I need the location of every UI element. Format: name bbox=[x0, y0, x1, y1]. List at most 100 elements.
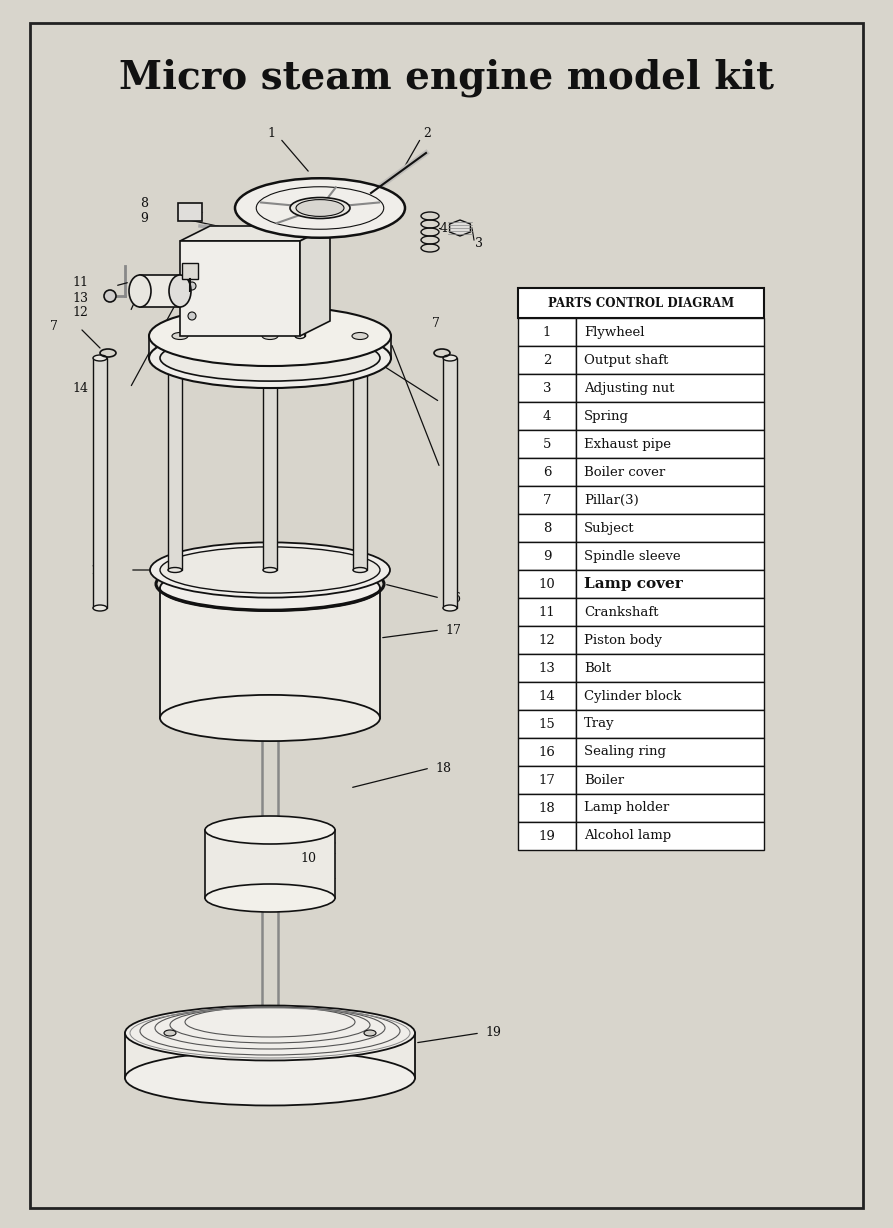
Polygon shape bbox=[300, 226, 330, 336]
Ellipse shape bbox=[295, 303, 305, 308]
Ellipse shape bbox=[93, 605, 107, 612]
Text: Pillar(3): Pillar(3) bbox=[584, 494, 638, 506]
Text: 15: 15 bbox=[90, 564, 106, 576]
Text: 14: 14 bbox=[72, 382, 88, 394]
Bar bbox=[518, 822, 576, 850]
Text: 19: 19 bbox=[538, 829, 555, 842]
Text: 2: 2 bbox=[543, 354, 551, 366]
Text: 15: 15 bbox=[538, 717, 555, 731]
Ellipse shape bbox=[188, 282, 196, 290]
Bar bbox=[576, 346, 764, 375]
Text: Bolt: Bolt bbox=[584, 662, 611, 674]
Text: 3: 3 bbox=[475, 237, 483, 249]
Ellipse shape bbox=[172, 333, 188, 339]
Ellipse shape bbox=[149, 328, 391, 388]
Text: 10: 10 bbox=[300, 851, 316, 865]
Ellipse shape bbox=[164, 1030, 176, 1036]
Text: 13: 13 bbox=[72, 291, 88, 305]
Bar bbox=[295, 306, 305, 336]
Ellipse shape bbox=[168, 567, 182, 572]
Bar bbox=[576, 458, 764, 486]
Bar bbox=[518, 766, 576, 795]
Ellipse shape bbox=[169, 275, 191, 307]
Text: 5: 5 bbox=[445, 395, 453, 409]
Bar bbox=[263, 359, 277, 570]
Ellipse shape bbox=[443, 355, 457, 361]
Bar bbox=[518, 682, 576, 710]
Text: Piston body: Piston body bbox=[584, 634, 662, 646]
Ellipse shape bbox=[205, 884, 335, 912]
Bar bbox=[518, 346, 576, 375]
Text: 1: 1 bbox=[543, 325, 551, 339]
Ellipse shape bbox=[93, 355, 107, 361]
Text: PARTS CONTROL DIAGRAM: PARTS CONTROL DIAGRAM bbox=[548, 296, 734, 309]
Text: 12: 12 bbox=[72, 306, 88, 318]
Text: 7: 7 bbox=[543, 494, 551, 506]
Text: Crankshaft: Crankshaft bbox=[584, 605, 658, 619]
Text: Sealing ring: Sealing ring bbox=[584, 745, 666, 759]
Bar bbox=[576, 570, 764, 598]
Text: Subject: Subject bbox=[584, 522, 635, 534]
Text: 5: 5 bbox=[543, 437, 551, 451]
Text: Cylinder block: Cylinder block bbox=[584, 689, 681, 702]
Bar bbox=[576, 515, 764, 542]
Text: Lamp cover: Lamp cover bbox=[584, 577, 683, 591]
Polygon shape bbox=[125, 1033, 415, 1078]
Text: 6: 6 bbox=[445, 462, 453, 474]
Text: 14: 14 bbox=[538, 689, 555, 702]
Bar bbox=[353, 359, 367, 570]
Ellipse shape bbox=[353, 567, 367, 572]
Text: 11: 11 bbox=[72, 275, 88, 289]
Bar bbox=[576, 402, 764, 430]
Text: 8: 8 bbox=[543, 522, 551, 534]
Bar bbox=[518, 542, 576, 570]
Polygon shape bbox=[149, 336, 391, 359]
Text: 17: 17 bbox=[538, 774, 555, 786]
Ellipse shape bbox=[160, 565, 380, 612]
Ellipse shape bbox=[364, 1030, 376, 1036]
Bar bbox=[576, 822, 764, 850]
Text: Output shaft: Output shaft bbox=[584, 354, 668, 366]
Ellipse shape bbox=[263, 567, 277, 572]
Bar bbox=[576, 598, 764, 626]
Bar bbox=[576, 542, 764, 570]
Text: 16: 16 bbox=[445, 592, 461, 604]
Text: 12: 12 bbox=[538, 634, 555, 646]
Bar bbox=[576, 655, 764, 682]
Text: 9: 9 bbox=[543, 549, 551, 562]
Ellipse shape bbox=[149, 306, 391, 366]
Text: 18: 18 bbox=[538, 802, 555, 814]
Bar bbox=[518, 430, 576, 458]
Bar bbox=[518, 289, 764, 318]
Bar bbox=[140, 275, 180, 307]
Text: 10: 10 bbox=[538, 577, 555, 591]
Bar bbox=[576, 795, 764, 822]
Ellipse shape bbox=[150, 543, 390, 598]
Ellipse shape bbox=[296, 200, 344, 216]
Bar bbox=[518, 626, 576, 655]
Text: 4: 4 bbox=[543, 409, 551, 422]
Text: 2: 2 bbox=[423, 126, 431, 140]
Text: Alcohol lamp: Alcohol lamp bbox=[584, 829, 672, 842]
Bar bbox=[576, 682, 764, 710]
Ellipse shape bbox=[160, 695, 380, 742]
Text: 19: 19 bbox=[485, 1027, 501, 1039]
Text: Boiler: Boiler bbox=[584, 774, 624, 786]
Text: Micro steam engine model kit: Micro steam engine model kit bbox=[119, 59, 773, 97]
Ellipse shape bbox=[168, 345, 182, 350]
Ellipse shape bbox=[125, 1050, 415, 1105]
Ellipse shape bbox=[352, 333, 368, 339]
Polygon shape bbox=[180, 226, 330, 241]
Ellipse shape bbox=[295, 334, 305, 339]
Bar bbox=[178, 203, 202, 221]
Bar bbox=[518, 402, 576, 430]
Ellipse shape bbox=[205, 815, 335, 844]
Ellipse shape bbox=[353, 345, 367, 350]
Ellipse shape bbox=[160, 546, 380, 593]
Bar bbox=[93, 359, 107, 608]
Text: Tray: Tray bbox=[584, 717, 614, 731]
Bar bbox=[443, 359, 457, 608]
Ellipse shape bbox=[125, 1006, 415, 1061]
Text: 9: 9 bbox=[140, 211, 148, 225]
Bar bbox=[518, 655, 576, 682]
